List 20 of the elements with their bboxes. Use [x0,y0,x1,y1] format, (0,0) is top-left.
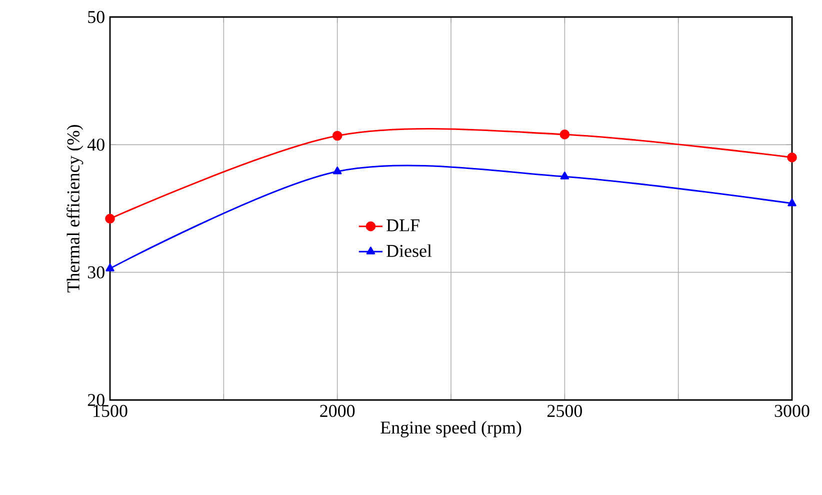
y-tick-label: 20 [88,394,104,406]
x-tick-label: 2500 [547,404,582,418]
y-tick-label: 30 [88,266,104,278]
point [560,130,570,140]
x-tick-label: 3000 [774,404,810,418]
point [105,214,115,224]
x-axis-title: Engine speed (rpm) [380,420,522,438]
point [788,198,796,206]
y-tick-label: 40 [87,138,104,151]
point [560,172,570,180]
point [787,152,797,162]
point [332,130,342,141]
y-axis-title: Thermal efficiency (%) [66,125,84,292]
legend-label: DLF [386,219,420,232]
point [332,166,342,174]
y-tick-label: 50 [88,10,104,24]
x-tick-label: 2000 [320,404,355,418]
x-tick-label: 1500 [94,404,128,418]
legend-label: Diesel [386,244,432,257]
point [106,264,114,272]
